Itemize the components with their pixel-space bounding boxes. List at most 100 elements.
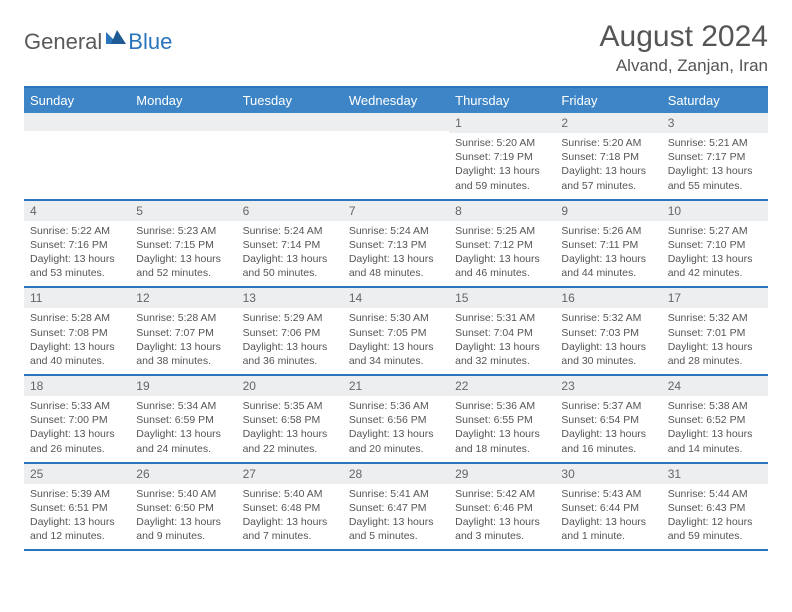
day-cell bbox=[130, 113, 236, 199]
day-body: Sunrise: 5:35 AMSunset: 6:58 PMDaylight:… bbox=[237, 396, 343, 462]
day-body: Sunrise: 5:26 AMSunset: 7:11 PMDaylight:… bbox=[555, 221, 661, 287]
day-cell: 28 Sunrise: 5:41 AMSunset: 6:47 PMDayligh… bbox=[343, 464, 449, 550]
daylight-text: Daylight: 13 hours and 42 minutes. bbox=[668, 252, 762, 280]
day-body: Sunrise: 5:39 AMSunset: 6:51 PMDaylight:… bbox=[24, 484, 130, 550]
daylight-text: Daylight: 13 hours and 5 minutes. bbox=[349, 515, 443, 543]
header: General Blue August 2024 Alvand, Zanjan,… bbox=[24, 20, 768, 76]
sunrise-text: Sunrise: 5:24 AM bbox=[243, 224, 337, 238]
daylight-text: Daylight: 13 hours and 28 minutes. bbox=[668, 340, 762, 368]
week-row: 18Sunrise: 5:33 AMSunset: 7:00 PMDayligh… bbox=[24, 376, 768, 464]
sunrise-text: Sunrise: 5:43 AM bbox=[561, 487, 655, 501]
day-number: 18 bbox=[24, 376, 130, 396]
sunrise-text: Sunrise: 5:33 AM bbox=[30, 399, 124, 413]
day-number: 27 bbox=[237, 464, 343, 484]
day-number: 1 bbox=[449, 113, 555, 133]
daylight-text: Daylight: 13 hours and 38 minutes. bbox=[136, 340, 230, 368]
daylight-text: Daylight: 12 hours and 59 minutes. bbox=[668, 515, 762, 543]
sunrise-text: Sunrise: 5:30 AM bbox=[349, 311, 443, 325]
day-body: Sunrise: 5:37 AMSunset: 6:54 PMDaylight:… bbox=[555, 396, 661, 462]
week-row: 1Sunrise: 5:20 AMSunset: 7:19 PMDaylight… bbox=[24, 113, 768, 201]
day-number: 14 bbox=[343, 288, 449, 308]
day-body bbox=[343, 131, 449, 181]
day-cell: 30Sunrise: 5:43 AMSunset: 6:44 PMDayligh… bbox=[555, 464, 661, 550]
day-number: 2 bbox=[555, 113, 661, 133]
sunset-text: Sunset: 6:47 PM bbox=[349, 501, 443, 515]
day-number: 23 bbox=[555, 376, 661, 396]
day-number: 6 bbox=[237, 201, 343, 221]
sunrise-text: Sunrise: 5:35 AM bbox=[243, 399, 337, 413]
day-body bbox=[237, 131, 343, 181]
day-number: 20 bbox=[237, 376, 343, 396]
sunrise-text: Sunrise: 5:31 AM bbox=[455, 311, 549, 325]
sunset-text: Sunset: 7:13 PM bbox=[349, 238, 443, 252]
day-body: Sunrise: 5:40 AMSunset: 6:50 PMDaylight:… bbox=[130, 484, 236, 550]
day-cell: 5Sunrise: 5:23 AMSunset: 7:15 PMDaylight… bbox=[130, 201, 236, 287]
daylight-text: Daylight: 13 hours and 3 minutes. bbox=[455, 515, 549, 543]
sunrise-text: Sunrise: 5:20 AM bbox=[455, 136, 549, 150]
day-body: Sunrise: 5:38 AMSunset: 6:52 PMDaylight:… bbox=[662, 396, 768, 462]
day-body: Sunrise: 5:40 AMSunset: 6:48 PMDaylight:… bbox=[237, 484, 343, 550]
daylight-text: Daylight: 13 hours and 14 minutes. bbox=[668, 427, 762, 455]
daylight-text: Daylight: 13 hours and 30 minutes. bbox=[561, 340, 655, 368]
day-cell: 11Sunrise: 5:28 AMSunset: 7:08 PMDayligh… bbox=[24, 288, 130, 374]
day-body: Sunrise: 5:32 AMSunset: 7:03 PMDaylight:… bbox=[555, 308, 661, 374]
sunrise-text: Sunrise: 5:36 AM bbox=[455, 399, 549, 413]
sunset-text: Sunset: 6:55 PM bbox=[455, 413, 549, 427]
sunset-text: Sunset: 7:10 PM bbox=[668, 238, 762, 252]
day-body: Sunrise: 5:29 AMSunset: 7:06 PMDaylight:… bbox=[237, 308, 343, 374]
day-number: 12 bbox=[130, 288, 236, 308]
day-cell: 23Sunrise: 5:37 AMSunset: 6:54 PMDayligh… bbox=[555, 376, 661, 462]
title-block: August 2024 Alvand, Zanjan, Iran bbox=[600, 20, 768, 76]
day-number: 13 bbox=[237, 288, 343, 308]
day-number: 28 bbox=[343, 464, 449, 484]
day-number bbox=[343, 113, 449, 131]
day-number: 10 bbox=[662, 201, 768, 221]
sunrise-text: Sunrise: 5:21 AM bbox=[668, 136, 762, 150]
day-body: Sunrise: 5:36 AMSunset: 6:56 PMDaylight:… bbox=[343, 396, 449, 462]
daylight-text: Daylight: 13 hours and 20 minutes. bbox=[349, 427, 443, 455]
day-cell bbox=[24, 113, 130, 199]
day-cell: 22Sunrise: 5:36 AMSunset: 6:55 PMDayligh… bbox=[449, 376, 555, 462]
day-cell: 19Sunrise: 5:34 AMSunset: 6:59 PMDayligh… bbox=[130, 376, 236, 462]
day-cell: 29Sunrise: 5:42 AMSunset: 6:46 PMDayligh… bbox=[449, 464, 555, 550]
dow-thu: Thursday bbox=[449, 88, 555, 113]
location: Alvand, Zanjan, Iran bbox=[600, 56, 768, 76]
sunrise-text: Sunrise: 5:24 AM bbox=[349, 224, 443, 238]
sunset-text: Sunset: 7:11 PM bbox=[561, 238, 655, 252]
day-body: Sunrise: 5:33 AMSunset: 7:00 PMDaylight:… bbox=[24, 396, 130, 462]
day-cell: 16Sunrise: 5:32 AMSunset: 7:03 PMDayligh… bbox=[555, 288, 661, 374]
day-number: 15 bbox=[449, 288, 555, 308]
day-body: Sunrise: 5:34 AMSunset: 6:59 PMDaylight:… bbox=[130, 396, 236, 462]
daylight-text: Daylight: 13 hours and 16 minutes. bbox=[561, 427, 655, 455]
day-body: Sunrise: 5:28 AMSunset: 7:07 PMDaylight:… bbox=[130, 308, 236, 374]
daylight-text: Daylight: 13 hours and 34 minutes. bbox=[349, 340, 443, 368]
day-number: 29 bbox=[449, 464, 555, 484]
day-cell: 3Sunrise: 5:21 AMSunset: 7:17 PMDaylight… bbox=[662, 113, 768, 199]
logo-text-blue: Blue bbox=[128, 29, 172, 55]
day-cell: 18Sunrise: 5:33 AMSunset: 7:00 PMDayligh… bbox=[24, 376, 130, 462]
week-row: 4Sunrise: 5:22 AMSunset: 7:16 PMDaylight… bbox=[24, 201, 768, 289]
day-cell: 10 Sunrise: 5:27 AMSunset: 7:10 PMDayligh… bbox=[662, 201, 768, 287]
sunrise-text: Sunrise: 5:32 AM bbox=[561, 311, 655, 325]
day-number: 26 bbox=[130, 464, 236, 484]
day-body: Sunrise: 5:22 AMSunset: 7:16 PMDaylight:… bbox=[24, 221, 130, 287]
sunrise-text: Sunrise: 5:38 AM bbox=[668, 399, 762, 413]
sunrise-text: Sunrise: 5:40 AM bbox=[136, 487, 230, 501]
daylight-text: Daylight: 13 hours and 26 minutes. bbox=[30, 427, 124, 455]
day-number: 3 bbox=[662, 113, 768, 133]
day-number: 11 bbox=[24, 288, 130, 308]
sunrise-text: Sunrise: 5:41 AM bbox=[349, 487, 443, 501]
calendar: Sunday Monday Tuesday Wednesday Thursday… bbox=[24, 86, 768, 551]
sunrise-text: Sunrise: 5:27 AM bbox=[668, 224, 762, 238]
sunset-text: Sunset: 6:44 PM bbox=[561, 501, 655, 515]
sunset-text: Sunset: 6:43 PM bbox=[668, 501, 762, 515]
dow-tue: Tuesday bbox=[237, 88, 343, 113]
day-cell: 9Sunrise: 5:26 AMSunset: 7:11 PMDaylight… bbox=[555, 201, 661, 287]
sunset-text: Sunset: 6:56 PM bbox=[349, 413, 443, 427]
sunset-text: Sunset: 7:04 PM bbox=[455, 326, 549, 340]
day-cell: 26Sunrise: 5:40 AMSunset: 6:50 PMDayligh… bbox=[130, 464, 236, 550]
day-number: 22 bbox=[449, 376, 555, 396]
day-number bbox=[237, 113, 343, 131]
day-cell: 31Sunrise: 5:44 AMSunset: 6:43 PMDayligh… bbox=[662, 464, 768, 550]
sunset-text: Sunset: 7:17 PM bbox=[668, 150, 762, 164]
